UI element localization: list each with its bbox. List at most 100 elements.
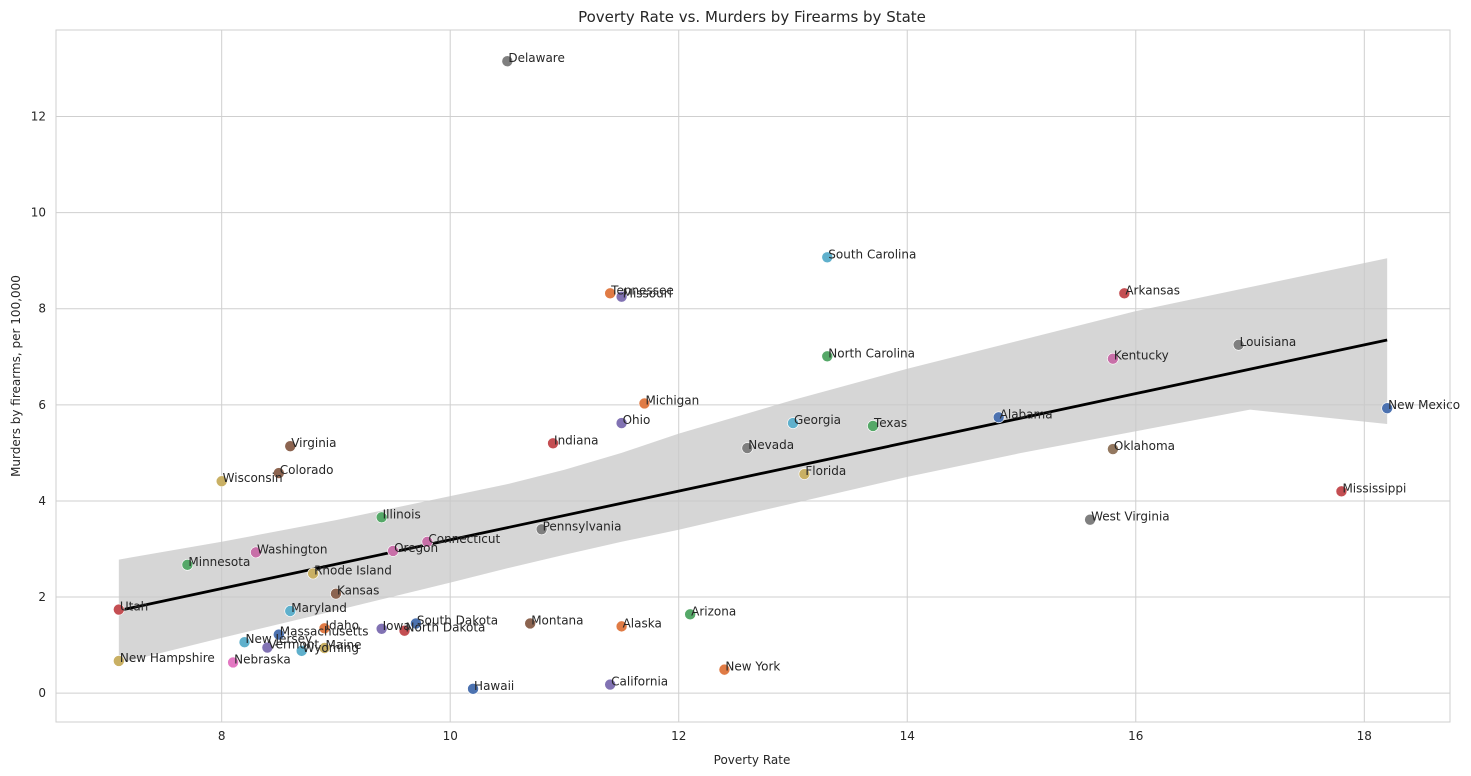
- point-label: Tennessee: [610, 283, 674, 297]
- y-tick-label: 12: [31, 110, 46, 124]
- x-tick-label: 18: [1357, 729, 1372, 743]
- point-label: Michigan: [645, 393, 699, 407]
- x-axis-label: Poverty Rate: [714, 753, 791, 767]
- point-label: New Hampshire: [120, 651, 215, 665]
- point-label: Colorado: [280, 463, 334, 477]
- regression-line: [118, 338, 1388, 612]
- point-label: Rhode Island: [314, 564, 392, 578]
- data-point: [387, 545, 399, 557]
- data-point: [992, 411, 1005, 424]
- data-point: [375, 622, 388, 635]
- point-label: South Carolina: [828, 247, 916, 261]
- point-label: Maine: [326, 638, 362, 652]
- data-point: [250, 546, 262, 559]
- point-label: New York: [725, 660, 780, 674]
- data-point: [684, 608, 696, 621]
- point-label: New Jersey: [246, 632, 313, 646]
- data-point: [535, 523, 548, 536]
- data-point: [718, 663, 731, 676]
- data-point: [375, 511, 388, 524]
- point-label: Oklahoma: [1114, 439, 1175, 453]
- data-point: [787, 417, 799, 429]
- point-label: North Carolina: [828, 346, 915, 360]
- y-tick-label: 0: [38, 686, 46, 700]
- data-point: [273, 467, 285, 479]
- data-point: [821, 350, 834, 363]
- point-label: Pennsylvania: [543, 519, 622, 533]
- data-point: [113, 603, 125, 616]
- point-label: California: [611, 675, 668, 689]
- data-point: [615, 620, 628, 633]
- data-point: [1381, 402, 1393, 414]
- point-label: Hawaii: [474, 679, 514, 693]
- data-point: [318, 642, 331, 654]
- point-label: Iowa: [383, 619, 411, 633]
- data-point: [261, 641, 274, 654]
- data-point: [330, 587, 342, 600]
- data-point: [284, 440, 297, 452]
- data-point: [741, 442, 754, 454]
- point-label: Kansas: [337, 584, 379, 598]
- data-point: [113, 655, 125, 667]
- y-tick-label: 10: [31, 206, 46, 220]
- data-point: [867, 420, 879, 432]
- data-point: [398, 624, 411, 637]
- data-point: [821, 251, 834, 264]
- point-label: West Virginia: [1091, 510, 1170, 524]
- y-axis-label: Murders by firearms, per 100,000: [9, 275, 23, 477]
- point-label: Florida: [805, 464, 846, 478]
- data-point: [410, 617, 422, 630]
- x-tick-label: 16: [1128, 729, 1143, 743]
- point-label: Nebraska: [234, 652, 291, 666]
- data-point: [307, 567, 319, 580]
- tick-labels: 8 10 12 14 16 18 0 2 4 6 8 10 12: [31, 110, 1372, 744]
- x-tick-label: 14: [900, 729, 915, 743]
- point-label: Louisiana: [1240, 335, 1297, 349]
- x-tick-label: 12: [671, 729, 686, 743]
- data-point: [1335, 485, 1348, 498]
- point-label: Idaho: [326, 618, 359, 632]
- point-label: Missouri: [623, 287, 672, 301]
- data-point: [227, 656, 239, 669]
- data-point: [1232, 338, 1245, 351]
- confidence-band: [118, 258, 1388, 664]
- point-label: Texas: [873, 416, 907, 430]
- data-point: [604, 287, 616, 300]
- data-point: [798, 468, 811, 480]
- data-point: [1107, 352, 1119, 365]
- point-label: North Dakota: [406, 621, 486, 635]
- data-point: [273, 628, 285, 641]
- point-label: Utah: [120, 600, 148, 614]
- data-point: [524, 617, 536, 630]
- point-label: Wyoming: [303, 641, 359, 655]
- data-point: [638, 397, 651, 410]
- point-label: Minnesota: [188, 555, 250, 569]
- data-point: [615, 417, 628, 429]
- data-point: [615, 290, 628, 303]
- y-tick-label: 6: [38, 398, 46, 412]
- point-label: Nevada: [748, 438, 794, 452]
- point-label: Maryland: [291, 601, 347, 615]
- data-point: [318, 622, 331, 635]
- confidence-band-area: [118, 258, 1388, 664]
- y-tick-label: 4: [38, 494, 46, 508]
- point-label: Alaska: [623, 616, 662, 630]
- point-label: Kentucky: [1114, 349, 1169, 363]
- point-label: Montana: [531, 613, 583, 627]
- point-label: Indiana: [554, 433, 598, 447]
- point-label: South Dakota: [417, 613, 498, 627]
- point-label: Arizona: [691, 604, 736, 618]
- chart-title: Poverty Rate vs. Murders by Firearms by …: [578, 8, 926, 26]
- point-label: Illinois: [383, 507, 421, 521]
- plot-frame: [55, 29, 1451, 723]
- point-label: Vermont: [268, 638, 319, 652]
- data-point: [604, 678, 616, 691]
- regression-line-group: [118, 338, 1388, 612]
- x-tick-label: 10: [443, 729, 458, 743]
- data-point: [1084, 513, 1096, 526]
- point-label: Virginia: [291, 436, 336, 450]
- data-point: [421, 535, 434, 548]
- point-label: Delaware: [508, 51, 565, 65]
- data-point: [284, 605, 297, 617]
